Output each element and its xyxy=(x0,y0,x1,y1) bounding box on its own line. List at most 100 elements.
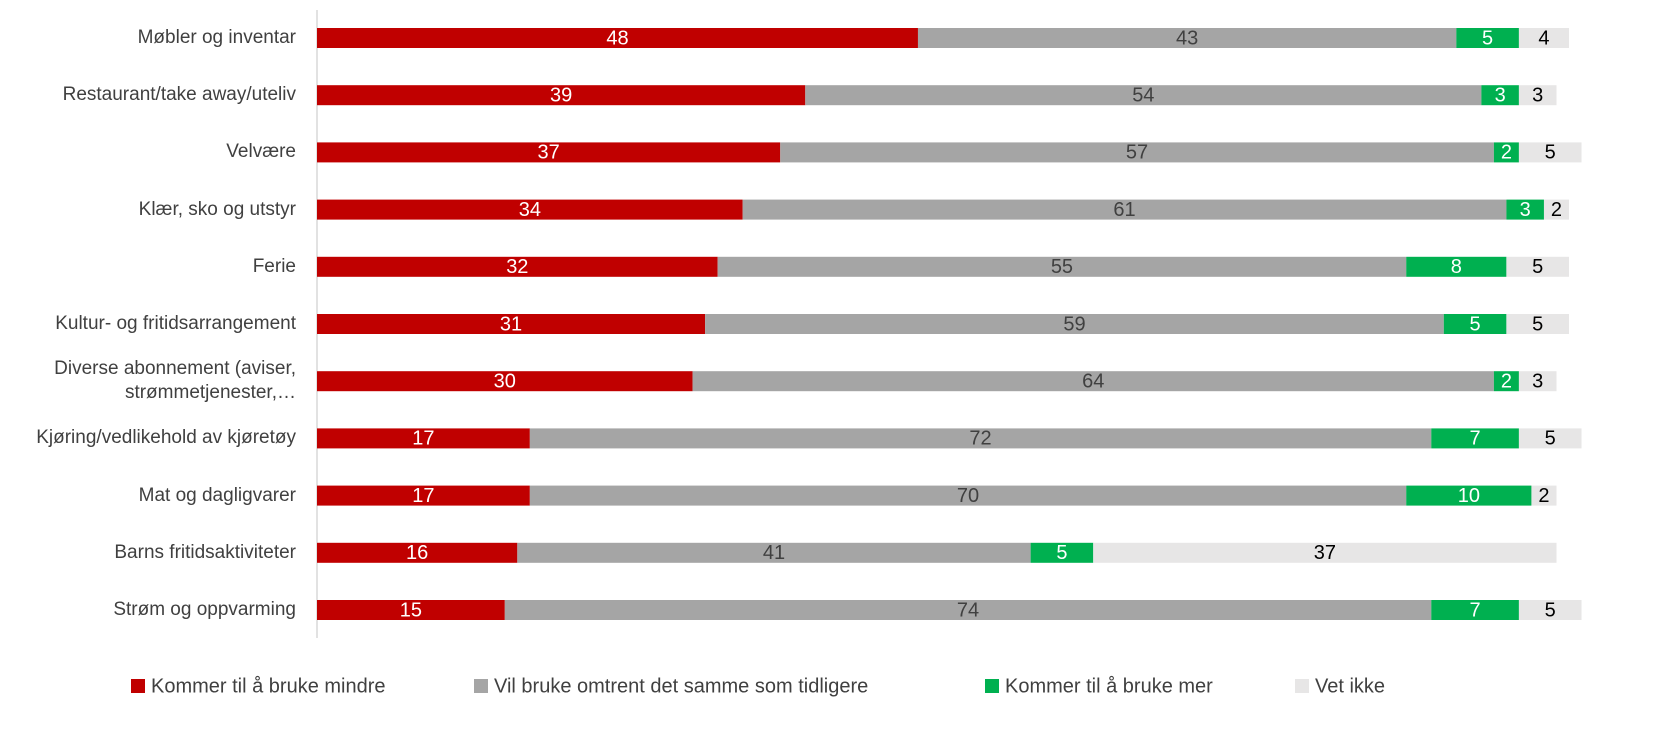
data-label: 5 xyxy=(1545,142,1556,164)
data-label: 15 xyxy=(400,599,422,621)
category-label: Klær, sko og utstyr xyxy=(138,198,296,220)
bar-segment xyxy=(692,371,1494,392)
data-label: 8 xyxy=(1451,256,1462,278)
data-label: 5 xyxy=(1470,313,1481,335)
legend-label: Vil bruke omtrent det samme som tidliger… xyxy=(494,675,868,697)
bar-segment xyxy=(529,485,1407,506)
bar-segment xyxy=(1493,142,1519,163)
legend-swatch xyxy=(131,679,145,693)
category-label: Velvære xyxy=(226,141,296,163)
data-label: 41 xyxy=(763,542,785,564)
data-label: 57 xyxy=(1126,142,1148,164)
bar-segment xyxy=(1481,85,1519,106)
data-label: 5 xyxy=(1532,256,1543,278)
data-label: 59 xyxy=(1063,313,1085,335)
data-label: 32 xyxy=(506,256,528,278)
bar-segment xyxy=(1406,256,1507,277)
data-label: 70 xyxy=(957,485,979,507)
data-label: 61 xyxy=(1113,199,1135,221)
data-label: 48 xyxy=(606,27,628,49)
legend-label: Kommer til å bruke mindre xyxy=(151,675,386,697)
bar-segment xyxy=(317,428,530,449)
bar-segment xyxy=(1506,199,1544,220)
data-label: 55 xyxy=(1051,256,1073,278)
bar-segment xyxy=(317,600,505,620)
data-label: 39 xyxy=(550,84,572,106)
data-label: 2 xyxy=(1551,199,1562,221)
bar-segment xyxy=(780,142,1494,163)
data-label: 3 xyxy=(1532,84,1543,106)
bar-segment xyxy=(1518,142,1582,163)
category-label: Strøm og oppvarming xyxy=(113,599,296,620)
bar-segment xyxy=(1456,28,1519,48)
category-label: Mat og dagligvarer xyxy=(138,484,296,506)
data-label: 3 xyxy=(1532,370,1543,392)
data-label: 5 xyxy=(1056,542,1067,564)
category-label: Møbler og inventar xyxy=(137,27,296,48)
data-label: 5 xyxy=(1532,313,1543,335)
bar-segment xyxy=(317,485,530,506)
bar-segment xyxy=(1518,371,1557,392)
data-label: 7 xyxy=(1470,428,1481,450)
bar-segment xyxy=(1543,199,1569,220)
bar-segment xyxy=(1431,600,1519,620)
bar-segment xyxy=(1531,485,1557,506)
bar-segment xyxy=(805,85,1482,106)
data-label: 5 xyxy=(1545,599,1556,621)
bar-segment xyxy=(317,371,693,392)
data-label: 3 xyxy=(1495,84,1506,106)
bar-segment xyxy=(1518,28,1569,48)
legend-swatch xyxy=(1295,679,1309,693)
category-label: Barns fritidsaktiviteter xyxy=(114,541,296,563)
bar-segment xyxy=(917,28,1457,48)
data-label: 72 xyxy=(969,428,991,450)
data-label: 10 xyxy=(1458,485,1480,507)
bar-segment xyxy=(317,199,743,220)
category-label: Diverse abonnement (aviser, strømmetjene… xyxy=(54,358,296,404)
legend-swatch xyxy=(985,679,999,693)
bar-segment xyxy=(317,85,806,106)
data-label: 7 xyxy=(1470,599,1481,621)
data-label: 17 xyxy=(412,428,434,450)
category-label: Kjøring/vedlikehold av kjøretøy xyxy=(36,427,296,449)
data-label: 37 xyxy=(537,142,559,164)
legend-label: Kommer til å bruke mer xyxy=(1005,675,1213,697)
data-label: 74 xyxy=(957,599,979,621)
data-label: 17 xyxy=(412,485,434,507)
data-label: 5 xyxy=(1545,428,1556,450)
bar-segment xyxy=(717,256,1407,277)
data-label: 64 xyxy=(1082,370,1104,392)
bar-segment xyxy=(529,428,1432,449)
bar-segment xyxy=(1493,371,1519,392)
bar-segment xyxy=(1443,314,1507,334)
bar-segment xyxy=(1093,542,1557,563)
data-label: 43 xyxy=(1176,27,1198,49)
bar-segment xyxy=(1431,428,1519,449)
bar-segment xyxy=(317,256,718,277)
bar-segment xyxy=(1406,485,1532,506)
data-label: 16 xyxy=(406,542,428,564)
bar-segment xyxy=(705,314,1444,334)
bar-segment xyxy=(504,600,1432,620)
data-label: 4 xyxy=(1538,27,1549,49)
bar-segment xyxy=(1506,256,1569,277)
bar-segment xyxy=(1518,85,1557,106)
bar-segment xyxy=(742,199,1507,220)
bar-segment xyxy=(1518,600,1582,620)
data-label: 34 xyxy=(519,199,541,221)
bar-segment xyxy=(317,314,706,334)
data-label: 54 xyxy=(1132,84,1154,106)
bar-segment xyxy=(1030,542,1094,563)
data-label: 2 xyxy=(1538,485,1549,507)
data-label: 30 xyxy=(494,370,516,392)
legend-swatch xyxy=(474,679,488,693)
data-label: 3 xyxy=(1520,199,1531,221)
bar-segment xyxy=(1506,314,1569,334)
bar-segment xyxy=(517,542,1031,563)
category-label: Ferie xyxy=(252,255,296,277)
data-label: 31 xyxy=(500,313,522,335)
bar-segment xyxy=(1518,428,1582,449)
data-label: 2 xyxy=(1501,142,1512,164)
